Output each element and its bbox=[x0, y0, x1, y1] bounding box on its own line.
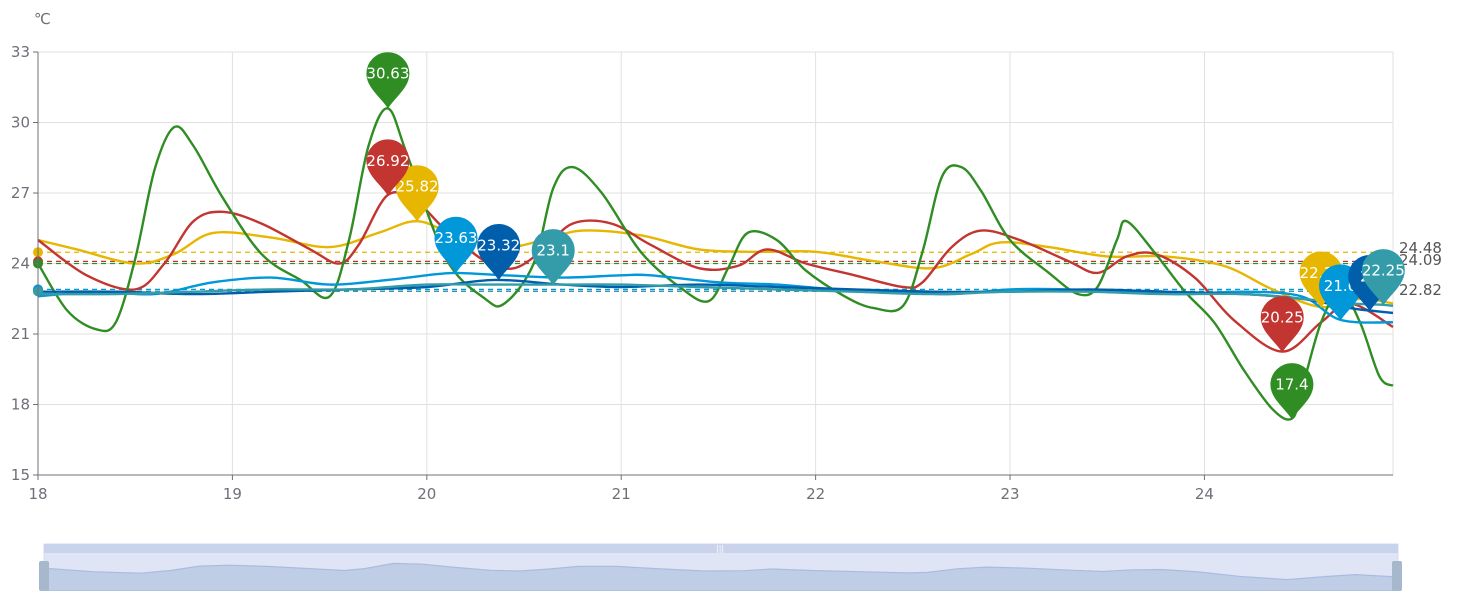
y-tick-label: 15 bbox=[11, 466, 30, 484]
average-value-label: 24.48 bbox=[1399, 239, 1442, 257]
zoom-grip-icon[interactable]: ||| bbox=[716, 544, 724, 553]
pin-value-label: 20.25 bbox=[1261, 309, 1304, 327]
series-line bbox=[36, 107, 1394, 421]
pin-value-label: 23.32 bbox=[477, 237, 520, 255]
pin-balloon-icon bbox=[395, 165, 439, 222]
extreme-pin[interactable]: 17.4 bbox=[1270, 363, 1314, 420]
extreme-pin[interactable]: 22.25 bbox=[1361, 249, 1405, 306]
data-zoom-slider[interactable]: ||| bbox=[39, 543, 1402, 591]
pin-balloon-icon bbox=[366, 52, 410, 109]
x-tick-label: 19 bbox=[223, 485, 242, 503]
x-tick-label: 24 bbox=[1195, 485, 1214, 503]
x-tick-label: 21 bbox=[612, 485, 631, 503]
pin-balloon-icon bbox=[1270, 363, 1314, 420]
y-tick-label: 24 bbox=[11, 255, 30, 273]
extreme-pin[interactable]: 20.25 bbox=[1260, 296, 1304, 353]
zoom-preview-area bbox=[43, 562, 1399, 591]
y-axis-unit-label: ℃ bbox=[34, 10, 51, 28]
extreme-pin[interactable]: 23.1 bbox=[531, 229, 575, 286]
extreme-pin[interactable]: 26.92 bbox=[366, 139, 410, 196]
zoom-handle-left[interactable] bbox=[39, 561, 49, 591]
series-lines bbox=[36, 107, 1394, 421]
extreme-pin[interactable]: 25.82 bbox=[395, 165, 439, 222]
y-tick-label: 21 bbox=[11, 325, 30, 343]
pin-value-label: 22.25 bbox=[1362, 262, 1405, 280]
y-tick-label: 30 bbox=[11, 114, 30, 132]
pin-balloon-icon bbox=[1260, 296, 1304, 353]
x-tick-label: 22 bbox=[806, 485, 825, 503]
pin-balloon-icon bbox=[434, 216, 478, 274]
pin-balloon-icon bbox=[1361, 249, 1405, 306]
series-line bbox=[37, 191, 1394, 353]
pin-value-label: 30.63 bbox=[366, 65, 409, 83]
pin-balloon-icon bbox=[531, 229, 575, 286]
x-tick-label: 23 bbox=[1000, 485, 1019, 503]
series-line bbox=[37, 283, 1394, 307]
pin-balloon-icon bbox=[477, 224, 521, 281]
series-line bbox=[37, 219, 1394, 309]
extreme-markers: 25.8222.1526.9220.2530.6317.423.6321.623… bbox=[366, 52, 1405, 420]
zoom-handle-right[interactable] bbox=[1392, 561, 1402, 591]
x-tick-label: 18 bbox=[28, 485, 47, 503]
average-value-label: 24.09 bbox=[1399, 251, 1442, 269]
extreme-pin[interactable]: 23.63 bbox=[434, 216, 478, 274]
zoom-slider-top-bar[interactable] bbox=[44, 544, 1398, 553]
average-value-label: 22.82 bbox=[1399, 281, 1442, 299]
pin-value-label: 26.92 bbox=[366, 152, 409, 170]
y-tick-label: 33 bbox=[11, 43, 30, 61]
extreme-pin[interactable]: 30.63 bbox=[366, 52, 410, 109]
pin-value-label: 17.4 bbox=[1275, 376, 1308, 394]
pin-value-label: 23.63 bbox=[435, 229, 478, 247]
y-tick-label: 18 bbox=[11, 396, 30, 414]
pin-balloon-icon bbox=[366, 139, 410, 196]
y-tick-label: 27 bbox=[11, 184, 30, 202]
x-tick-label: 20 bbox=[417, 485, 436, 503]
extreme-pin[interactable]: 23.32 bbox=[477, 224, 521, 281]
pin-value-label: 23.1 bbox=[536, 242, 569, 260]
pin-value-label: 25.82 bbox=[396, 178, 439, 196]
